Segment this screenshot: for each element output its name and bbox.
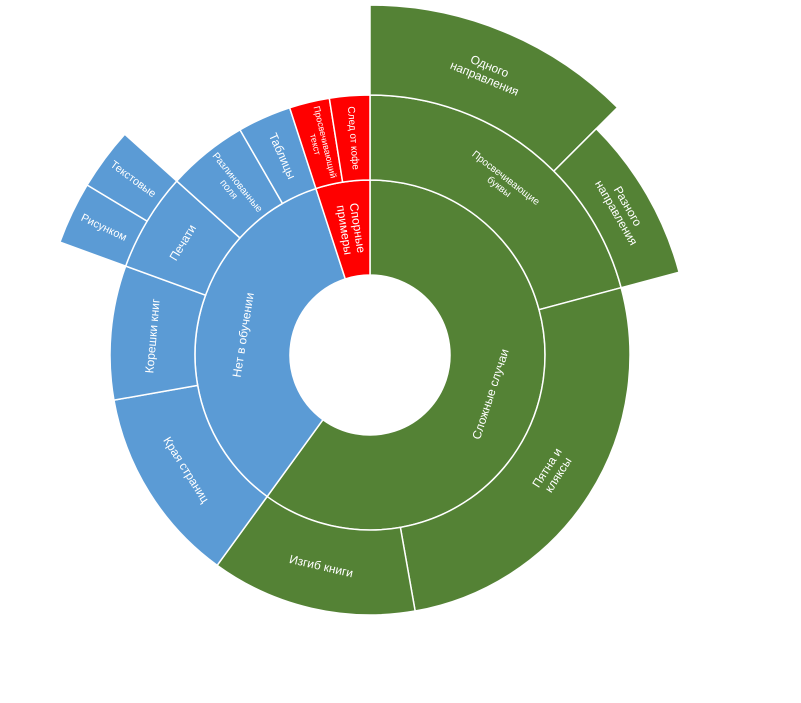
sunburst-chart: Сложные случаиНет в обученииСпорныеприме… xyxy=(0,0,801,703)
